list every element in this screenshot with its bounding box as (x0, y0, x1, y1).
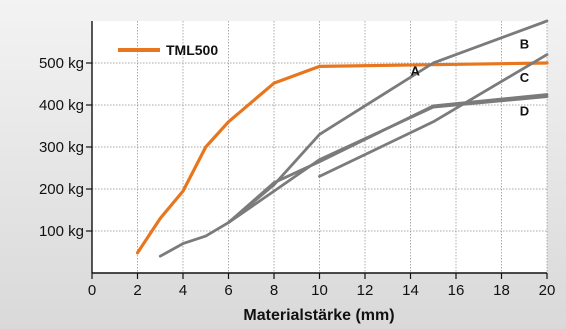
legend-label-tml500: TML500 (166, 42, 218, 58)
series-annotation-b: B (520, 36, 529, 51)
x-tick-label: 2 (133, 282, 141, 299)
series-annotation-d: D (520, 104, 529, 119)
x-tick-label: 16 (448, 282, 465, 299)
x-tick-label: 8 (270, 282, 278, 299)
x-tick-label: 0 (88, 282, 96, 299)
y-tick-label: 400 kg (39, 97, 84, 114)
series-group (135, 19, 549, 258)
y-tick-label: 200 kg (39, 181, 84, 198)
y-tick-label: 100 kg (39, 223, 84, 240)
series-annotation-c: C (520, 70, 530, 85)
series-line-b (318, 53, 549, 178)
x-tick-label: 14 (402, 282, 419, 299)
x-tick-label: 10 (311, 282, 328, 299)
y-tick-label: 300 kg (39, 139, 84, 156)
legend: TML500 (118, 42, 218, 58)
series-line-tml500 (135, 61, 549, 255)
x-tick-label: 4 (179, 282, 187, 299)
y-tick-label: 500 kg (39, 55, 84, 72)
labels: 0 2 4 6 8 10 12 14 16 18 20 100 kg 200 kg 300 kg 400 k… (39, 36, 555, 299)
x-axis-title: Materialstärke (mm) (243, 307, 394, 324)
axes (91, 21, 547, 274)
series-line-d (227, 95, 549, 225)
x-tick-label: 12 (357, 282, 374, 299)
x-tick-label: 20 (539, 282, 556, 299)
series-annotation-a: A (411, 64, 421, 79)
x-tick-label: 18 (493, 282, 510, 299)
x-tick-label: 6 (224, 282, 232, 299)
